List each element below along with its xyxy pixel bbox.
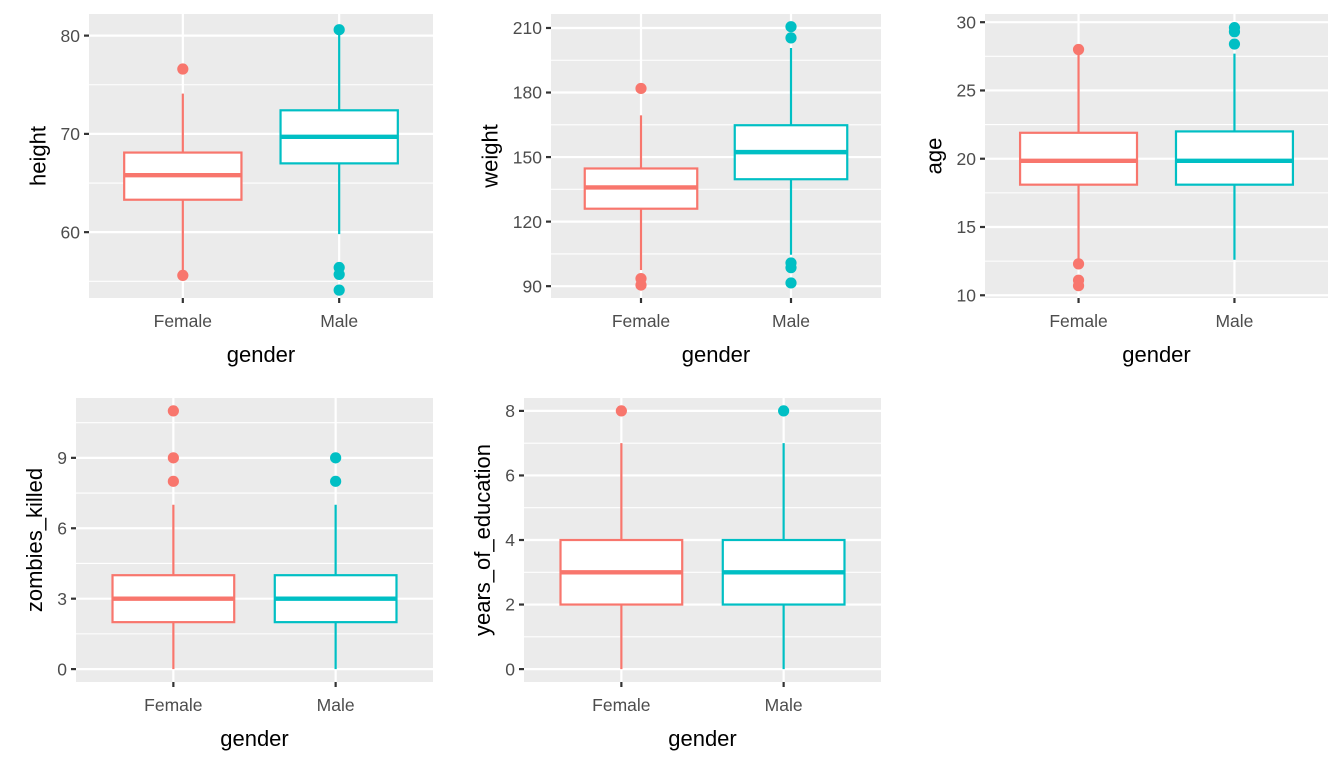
box-female — [559, 405, 684, 670]
x-tick-label-male: Male — [772, 311, 810, 331]
outlier-point — [785, 32, 797, 44]
x-tick-label-female: Female — [144, 695, 202, 715]
outlier-point — [1072, 280, 1085, 292]
outlier-point — [1228, 38, 1241, 50]
outlier-point — [785, 262, 797, 274]
x-axis-title: gender — [1122, 342, 1191, 367]
box-male — [733, 21, 849, 289]
y-tick-label: 25 — [957, 81, 976, 101]
x-tick-label-male: Male — [317, 695, 355, 715]
y-tick-label: 180 — [513, 83, 542, 103]
outlier-point — [778, 405, 790, 417]
y-axis-title: zombies_killed — [22, 468, 47, 612]
box-female — [583, 82, 699, 291]
y-tick-label: 150 — [513, 147, 542, 167]
y-tick-label: 2 — [505, 595, 515, 615]
box-male — [279, 24, 399, 296]
y-tick-label: 0 — [57, 659, 67, 679]
x-axis-title: gender — [668, 726, 737, 751]
y-tick-label: 4 — [505, 530, 515, 550]
panel-height: height gender Female Male 60 70 80 — [25, 14, 433, 367]
y-axis-title: height — [25, 126, 50, 186]
outlier-point — [177, 63, 189, 75]
outlier-point — [167, 452, 179, 464]
outlier-point — [785, 277, 797, 289]
box-female — [1018, 43, 1139, 292]
y-tick-label: 60 — [61, 222, 81, 242]
panel-years-of-education: years_of_education gender Female Male 0 2… — [470, 398, 881, 751]
y-tick-label: 0 — [505, 659, 515, 679]
y-tick-label: 210 — [513, 18, 542, 38]
outlier-point — [635, 82, 647, 95]
outlier-point — [785, 21, 797, 33]
y-tick-label: 30 — [957, 12, 977, 32]
x-tick-label-male: Male — [765, 695, 803, 715]
x-tick-label-female: Female — [592, 695, 650, 715]
y-tick-label: 6 — [505, 466, 515, 486]
y-tick-label: 120 — [513, 212, 542, 232]
x-axis-title: gender — [682, 342, 751, 367]
y-tick-label: 6 — [57, 518, 67, 538]
panel-background — [76, 398, 433, 682]
panel-weight: weight gender Female Male 90 120 150 180 210 — [478, 14, 881, 367]
box-female — [111, 405, 236, 670]
box-male — [273, 452, 398, 670]
y-tick-label: 8 — [505, 401, 515, 421]
box-female — [123, 63, 243, 281]
y-tick-label: 90 — [523, 276, 543, 296]
y-tick-label: 70 — [61, 124, 81, 144]
outlier-point — [333, 24, 345, 36]
outlier-point — [177, 269, 189, 281]
outlier-point — [167, 475, 179, 487]
y-tick-label: 20 — [957, 149, 977, 169]
outlier-point — [330, 452, 342, 464]
x-tick-label-female: Female — [154, 311, 212, 331]
iqr-box — [1174, 130, 1295, 186]
x-tick-label-female: Female — [1049, 311, 1107, 331]
outlier-point — [167, 405, 179, 417]
outlier-point — [635, 279, 647, 291]
panel-age: age gender Female Male 10 15 20 25 30 — [921, 12, 1328, 367]
x-axis-title: gender — [220, 726, 289, 751]
outlier-point — [615, 405, 627, 417]
x-axis-title: gender — [227, 342, 296, 367]
outlier-point — [1228, 26, 1241, 38]
x-tick-label-male: Male — [1215, 311, 1253, 331]
x-tick-label-female: Female — [612, 311, 670, 331]
outlier-point — [333, 284, 345, 296]
outlier-point — [1072, 43, 1085, 56]
panel-zombies-killed: zombies_killed gender Female Male 0 3 6 9 — [22, 398, 433, 751]
y-axis-title: years_of_education — [470, 444, 495, 636]
outlier-point — [333, 268, 345, 281]
box-male — [1174, 22, 1295, 260]
y-tick-label: 3 — [57, 589, 67, 609]
y-tick-label: 10 — [957, 285, 977, 305]
y-tick-label: 9 — [57, 448, 67, 468]
outlier-point — [1072, 258, 1085, 270]
outlier-point — [330, 475, 342, 487]
y-tick-label: 15 — [957, 217, 976, 237]
box-male — [721, 405, 846, 670]
y-axis-title: weight — [478, 124, 503, 189]
y-tick-label: 80 — [61, 26, 81, 46]
y-axis-title: age — [921, 138, 946, 175]
x-tick-label-male: Male — [320, 311, 358, 331]
